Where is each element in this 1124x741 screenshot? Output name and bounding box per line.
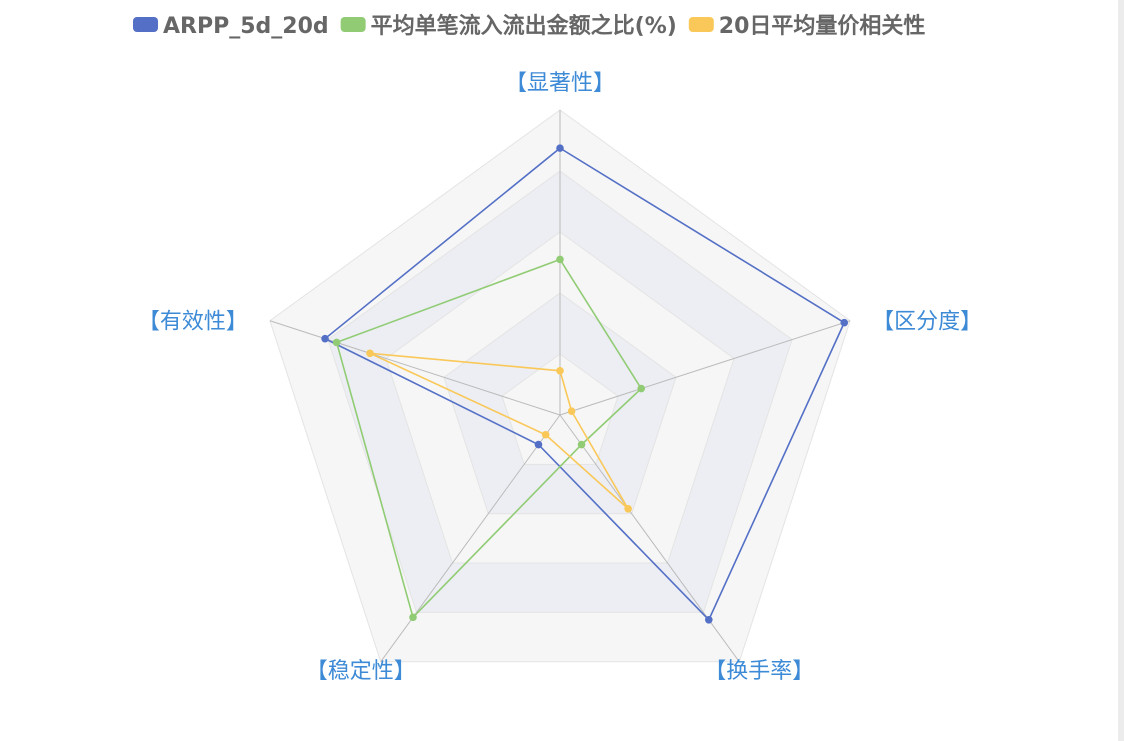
series-line	[369, 352, 629, 510]
series-line	[335, 258, 643, 619]
series-1[interactable]	[332, 255, 646, 622]
radar-axis-line	[380, 414, 561, 663]
legend-item[interactable]: 20日平均量价相关性	[688, 13, 926, 39]
data-point[interactable]	[332, 338, 341, 347]
legend-item[interactable]: ARPP_5d_20d	[133, 14, 329, 39]
legend-label: 20日平均量价相关性	[719, 13, 926, 39]
data-point[interactable]	[567, 407, 576, 416]
data-point[interactable]	[637, 384, 646, 393]
data-point[interactable]	[624, 504, 632, 513]
data-point[interactable]	[704, 616, 713, 624]
series-0[interactable]	[321, 144, 849, 624]
data-point[interactable]	[556, 366, 564, 375]
legend-item[interactable]: 平均单笔流入流出金额之比(%)	[340, 13, 677, 39]
data-point[interactable]	[321, 334, 329, 343]
data-point[interactable]	[556, 144, 564, 152]
legend-label: 平均单笔流入流出金额之比(%)	[371, 13, 677, 39]
indicator-label: 【稳定性】	[306, 659, 416, 684]
data-point[interactable]	[541, 430, 550, 439]
data-point[interactable]	[534, 440, 543, 449]
indicator-label: 【换手率】	[704, 659, 814, 684]
series-2[interactable]	[366, 349, 632, 513]
indicator-label: 【显著性】	[505, 71, 615, 96]
data-point[interactable]	[577, 440, 586, 449]
data-point[interactable]	[840, 318, 849, 327]
legend-swatch-icon	[133, 17, 158, 32]
data-point[interactable]	[556, 255, 564, 264]
radar-axis-line	[559, 320, 851, 416]
legend-label: ARPP_5d_20d	[163, 14, 329, 39]
data-point[interactable]	[409, 613, 417, 622]
data-point[interactable]	[366, 349, 374, 358]
indicator-label: 【有效性】	[138, 310, 248, 335]
legend-swatch-icon	[688, 17, 714, 32]
legend-swatch-icon	[340, 17, 366, 32]
series-line	[323, 147, 846, 622]
radar-axis-line	[269, 320, 561, 416]
scrollbar-track[interactable]	[1118, 0, 1124, 741]
indicator-label: 【区分度】	[872, 310, 982, 335]
